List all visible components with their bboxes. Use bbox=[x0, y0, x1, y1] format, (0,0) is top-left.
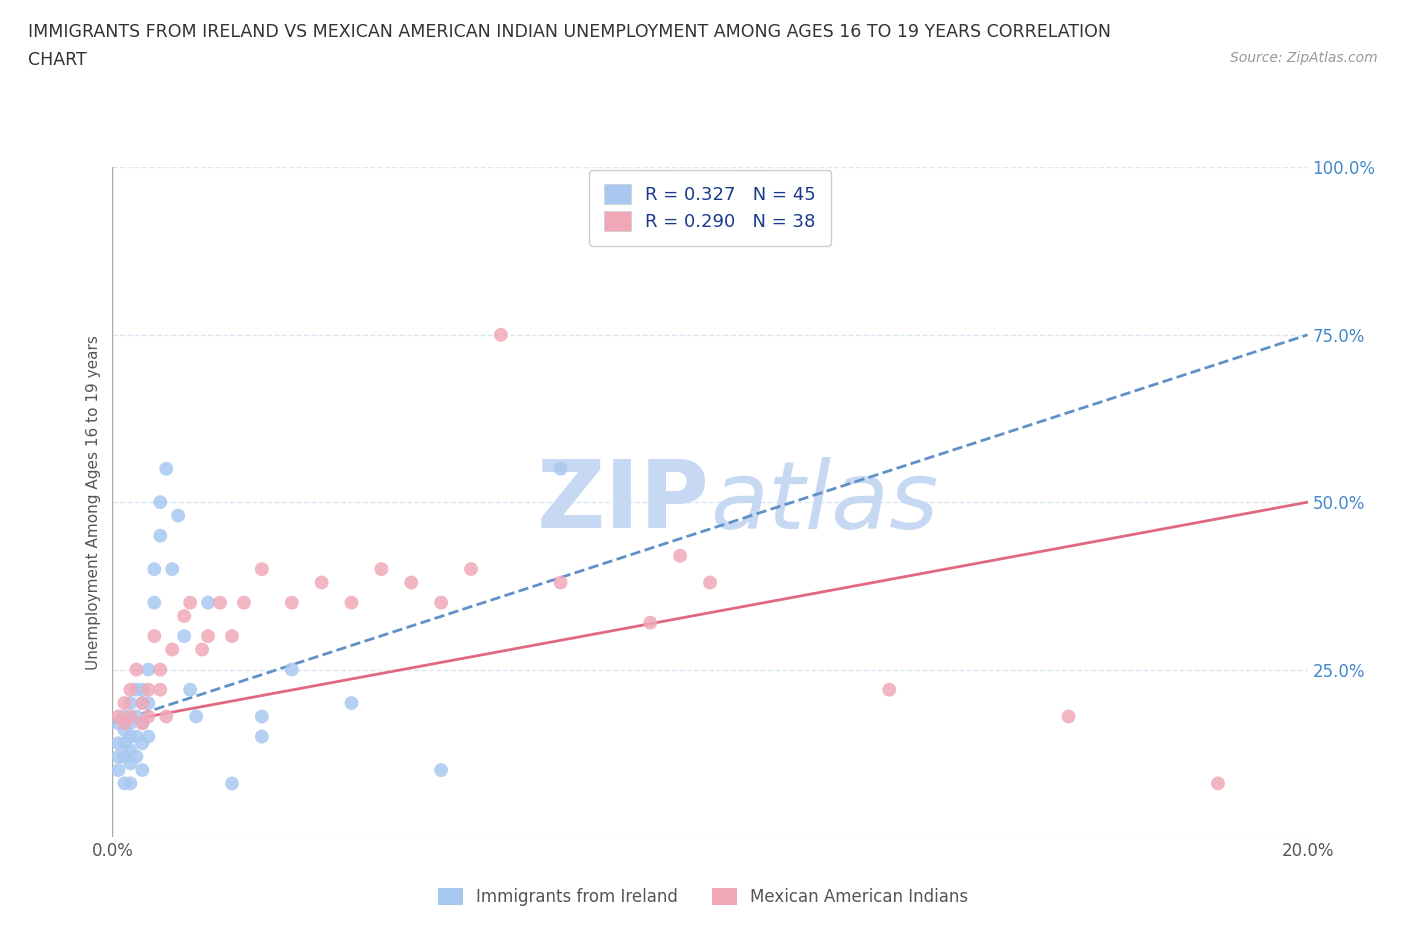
Point bbox=[138, 683, 160, 698]
Point bbox=[877, 683, 901, 698]
Point bbox=[149, 495, 172, 510]
Point bbox=[155, 461, 177, 476]
Point bbox=[191, 642, 214, 657]
Point bbox=[149, 528, 172, 543]
Text: ZIP: ZIP bbox=[537, 457, 710, 548]
Point bbox=[197, 629, 219, 644]
Point bbox=[430, 763, 453, 777]
Point bbox=[221, 629, 243, 644]
Point bbox=[173, 629, 195, 644]
Point bbox=[340, 696, 363, 711]
Point bbox=[281, 595, 304, 610]
Legend: R = 0.327   N = 45, R = 0.290   N = 38: R = 0.327 N = 45, R = 0.290 N = 38 bbox=[589, 170, 831, 246]
Point bbox=[430, 595, 453, 610]
Point bbox=[125, 709, 148, 724]
Point bbox=[138, 729, 160, 744]
Point bbox=[120, 756, 142, 771]
Point bbox=[107, 763, 129, 777]
Point bbox=[162, 642, 183, 657]
Point bbox=[311, 575, 333, 590]
Text: Source: ZipAtlas.com: Source: ZipAtlas.com bbox=[1230, 51, 1378, 65]
Point bbox=[250, 562, 273, 577]
Point bbox=[138, 662, 160, 677]
Point bbox=[162, 562, 183, 577]
Point bbox=[120, 683, 142, 698]
Point bbox=[173, 608, 195, 623]
Point bbox=[370, 562, 392, 577]
Point bbox=[125, 729, 148, 744]
Point bbox=[250, 729, 273, 744]
Point bbox=[131, 736, 153, 751]
Point bbox=[131, 696, 153, 711]
Point bbox=[550, 575, 572, 590]
Point bbox=[179, 595, 201, 610]
Point bbox=[131, 763, 153, 777]
Point bbox=[208, 595, 231, 610]
Point bbox=[149, 683, 172, 698]
Point bbox=[143, 629, 166, 644]
Point bbox=[107, 716, 129, 731]
Point bbox=[114, 696, 135, 711]
Point bbox=[120, 742, 142, 757]
Point bbox=[125, 683, 148, 698]
Point bbox=[155, 709, 177, 724]
Point bbox=[149, 662, 172, 677]
Point bbox=[114, 750, 135, 764]
Point bbox=[179, 683, 201, 698]
Point bbox=[114, 716, 135, 731]
Point bbox=[107, 709, 129, 724]
Point bbox=[489, 327, 512, 342]
Point bbox=[138, 709, 160, 724]
Point bbox=[401, 575, 423, 590]
Point bbox=[138, 696, 160, 711]
Point bbox=[232, 595, 256, 610]
Point bbox=[221, 776, 243, 790]
Point bbox=[131, 716, 153, 731]
Point bbox=[120, 729, 142, 744]
Text: CHART: CHART bbox=[28, 51, 87, 69]
Point bbox=[1057, 709, 1080, 724]
Point bbox=[120, 696, 142, 711]
Point bbox=[114, 776, 135, 790]
Point bbox=[638, 616, 662, 631]
Point bbox=[669, 549, 692, 564]
Point bbox=[281, 662, 304, 677]
Point bbox=[120, 709, 142, 724]
Point bbox=[167, 508, 190, 523]
Point bbox=[107, 736, 129, 751]
Point bbox=[186, 709, 208, 724]
Point bbox=[131, 696, 153, 711]
Point bbox=[114, 709, 135, 724]
Text: atlas: atlas bbox=[710, 457, 938, 548]
Point bbox=[120, 716, 142, 731]
Point bbox=[120, 776, 142, 790]
Point bbox=[197, 595, 219, 610]
Point bbox=[131, 716, 153, 731]
Point bbox=[125, 662, 148, 677]
Point bbox=[114, 723, 135, 737]
Point bbox=[143, 595, 166, 610]
Point bbox=[340, 595, 363, 610]
Point bbox=[131, 683, 153, 698]
Point bbox=[699, 575, 721, 590]
Y-axis label: Unemployment Among Ages 16 to 19 years: Unemployment Among Ages 16 to 19 years bbox=[86, 335, 101, 670]
Point bbox=[250, 709, 273, 724]
Point bbox=[125, 750, 148, 764]
Point bbox=[107, 750, 129, 764]
Point bbox=[460, 562, 482, 577]
Point bbox=[1206, 776, 1229, 790]
Point bbox=[114, 736, 135, 751]
Point bbox=[550, 461, 572, 476]
Point bbox=[143, 562, 166, 577]
Legend: Immigrants from Ireland, Mexican American Indians: Immigrants from Ireland, Mexican America… bbox=[432, 881, 974, 912]
Text: IMMIGRANTS FROM IRELAND VS MEXICAN AMERICAN INDIAN UNEMPLOYMENT AMONG AGES 16 TO: IMMIGRANTS FROM IRELAND VS MEXICAN AMERI… bbox=[28, 23, 1111, 41]
